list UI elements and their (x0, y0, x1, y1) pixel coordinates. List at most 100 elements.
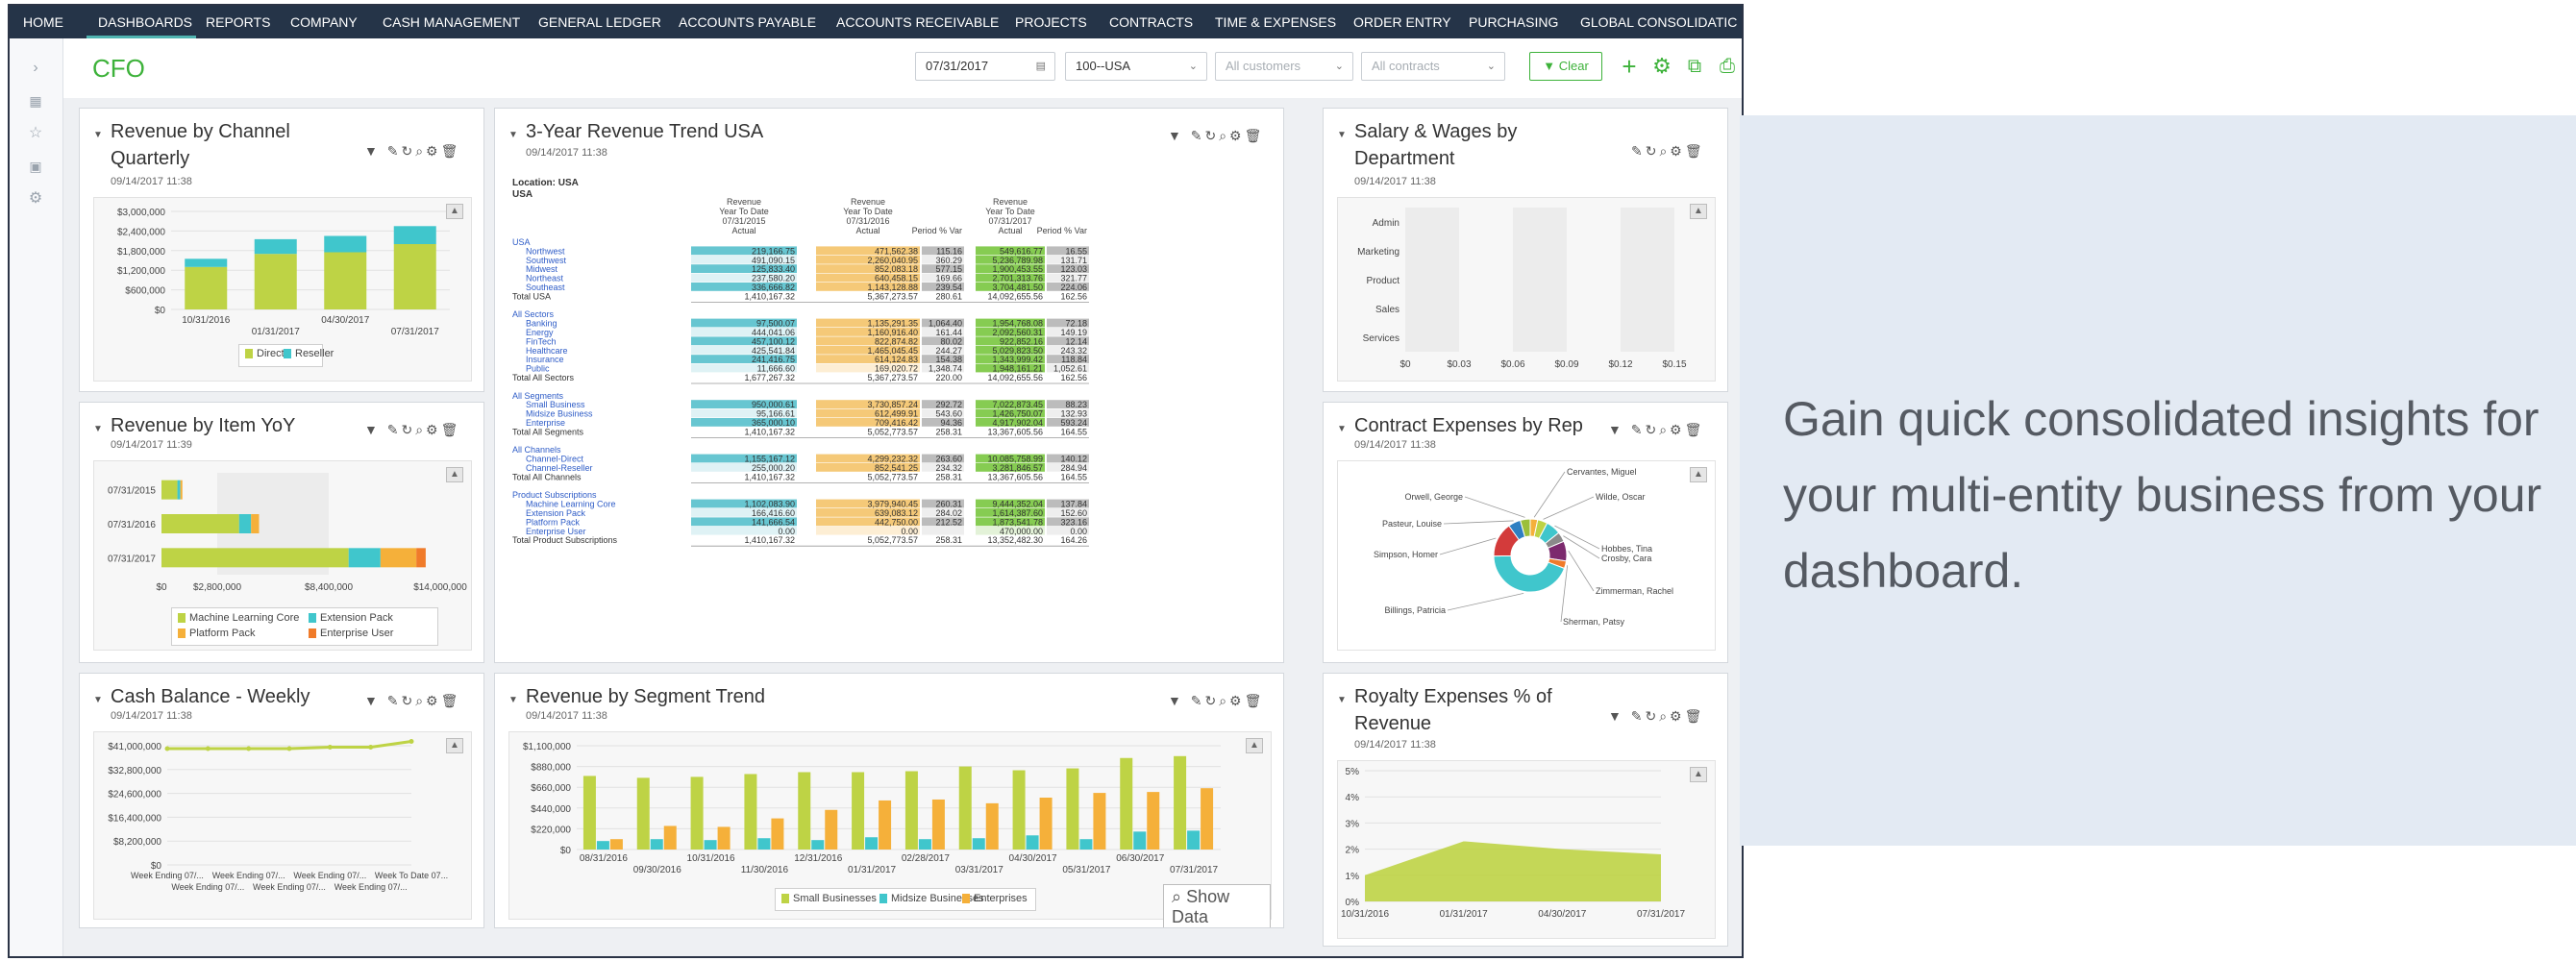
legend-label: Machine Learning Core (189, 612, 300, 624)
cell-value: 360.29 (935, 256, 962, 265)
cell-value: 442,750.00 (875, 517, 918, 527)
copy-icon[interactable]: ⧉ (1687, 56, 1702, 77)
cell-value: 323.16 (1060, 517, 1087, 527)
nav-order-entry[interactable]: ORDER ENTRY (1353, 14, 1451, 30)
search-icon: ⌕ (1172, 887, 1182, 906)
gear-icon[interactable]: ⚙ (1652, 54, 1672, 78)
panel-toolbar[interactable]: ▼ ✎↻⌕⚙🗑 (364, 422, 461, 437)
cell-value: 0.00 (1070, 527, 1087, 536)
column-header: 07/31/2017 (988, 216, 1031, 226)
legend-label: Enterprises (974, 893, 1028, 904)
bar-0 (690, 776, 704, 850)
cell-bg (922, 246, 964, 256)
y-tick-label: $660,000 (531, 783, 571, 794)
export-icon[interactable]: ▲ (446, 204, 463, 219)
nav-reports[interactable]: REPORTS (206, 14, 271, 30)
y-tick-label: 1% (1346, 872, 1360, 882)
panel-toolbar[interactable]: ▼ ✎↻⌕⚙🗑 (364, 143, 461, 159)
export-icon[interactable]: ▲ (1690, 767, 1707, 782)
leader-line (1443, 520, 1514, 525)
add-icon[interactable]: + (1622, 52, 1637, 81)
cell-bg (816, 526, 920, 535)
panel-timestamp: 09/14/2017 11:38 (1354, 176, 1436, 187)
legend-label: Midsize Businesses (891, 893, 984, 904)
export-icon[interactable]: ▲ (446, 467, 463, 482)
print-icon[interactable]: ⎙ (1720, 56, 1735, 77)
salary-chart: Admin Marketing Product Sales Services $0 $0.0… (1357, 208, 1687, 370)
x-tick-label: 03/31/2017 (955, 865, 1003, 875)
collapse-caret-icon[interactable]: ▼ (1337, 424, 1347, 434)
contracts-select[interactable]: All contracts ⌄ (1361, 52, 1505, 81)
export-icon[interactable]: ▲ (1246, 738, 1263, 753)
export-icon[interactable]: ▲ (446, 738, 463, 753)
entity-select[interactable]: 100--USA ⌄ (1065, 52, 1207, 81)
show-data-button[interactable]: ⌕ Show Data (1163, 884, 1271, 927)
panel-toolbar[interactable]: ▼ ✎↻⌕⚙🗑 (1608, 422, 1705, 437)
bar-direct (254, 254, 297, 309)
panel-toolbar[interactable]: ✎↻⌕⚙🗑 (1631, 143, 1705, 159)
slice-label: Wilde, Oscar (1596, 492, 1646, 502)
cell-bg (922, 363, 964, 373)
collapse-caret-icon[interactable]: ▼ (1337, 695, 1347, 705)
y-tick-label: $41,000,000 (108, 742, 161, 752)
cell-value: 1,426,750.07 (992, 409, 1043, 419)
star-icon[interactable]: ☆ (28, 125, 43, 141)
bar-2 (663, 825, 677, 850)
cell-value: 491,090.15 (752, 256, 795, 265)
panel-toolbar[interactable]: ▼ ✎↻⌕⚙🗑 (364, 693, 461, 708)
panel-toolbar[interactable]: ▼ ✎↻⌕⚙🗑 (1168, 693, 1265, 708)
cell-value: 1,954,768.08 (992, 319, 1043, 329)
collapse-caret-icon[interactable]: ▼ (1337, 130, 1347, 140)
calendar-icon[interactable]: ▤ (1035, 61, 1046, 72)
nav-time-expenses[interactable]: TIME & EXPENSES (1215, 14, 1337, 30)
collapse-caret-icon[interactable]: ▼ (508, 130, 518, 140)
cell-bg (922, 517, 964, 527)
customers-select[interactable]: All customers ⌄ (1215, 52, 1353, 81)
total-value: 258.31 (935, 427, 962, 436)
cell-bg (691, 264, 797, 273)
y-tick-label: $32,800,000 (108, 766, 161, 776)
total-label: Total All Channels (512, 472, 582, 481)
panel-toolbar[interactable]: ▼ ✎↻⌕⚙🗑 (1168, 128, 1265, 143)
bar-segment (180, 480, 183, 500)
y-tick-label: Sales (1375, 305, 1399, 315)
date-field[interactable]: 07/31/2017 ▤ (915, 52, 1055, 81)
collapse-caret-icon[interactable]: ▼ (93, 130, 103, 140)
nav-home[interactable]: HOME (23, 14, 63, 30)
nav-purchasing[interactable]: PURCHASING (1469, 14, 1559, 30)
cell-value: 457,100.12 (752, 336, 795, 346)
nav-company[interactable]: COMPANY (290, 14, 358, 30)
cell-value: 1,160,916.40 (867, 328, 918, 337)
clear-button[interactable]: ▼ Clear (1529, 52, 1602, 81)
data-point (409, 738, 414, 744)
row-label: Southeast (526, 283, 565, 292)
panel-salary-wages: ▼ Salary & Wages by Department 09/14/201… (1323, 108, 1728, 392)
panel-toolbar[interactable]: ▼ ✎↻⌕⚙🗑 (1608, 708, 1705, 724)
collapse-caret-icon[interactable]: ▼ (93, 424, 103, 434)
collapse-caret-icon[interactable]: ▼ (508, 695, 518, 705)
nav-cash-management[interactable]: CASH MANAGEMENT (383, 14, 521, 30)
gear-icon[interactable]: ⚙ (28, 190, 43, 207)
collapse-caret-icon[interactable]: ▼ (93, 695, 103, 705)
nav-accounts-receivable[interactable]: ACCOUNTS RECEIVABLE (836, 14, 1000, 30)
bar-1 (596, 841, 609, 850)
x-tick-label: $14,000,000 (413, 582, 467, 593)
nav-projects[interactable]: PROJECTS (1015, 14, 1087, 30)
total-value: 5,052,773.57 (867, 472, 918, 481)
nav-dashboards[interactable]: DASHBOARDS (87, 6, 196, 38)
export-icon[interactable]: ▲ (1690, 467, 1707, 482)
grid-icon[interactable]: ▦ (29, 93, 42, 109)
legend-swatch (781, 894, 789, 903)
export-icon[interactable]: ▲ (1690, 204, 1707, 219)
nav-general-ledger[interactable]: GENERAL LEDGER (538, 14, 661, 30)
nav-accounts-payable[interactable]: ACCOUNTS PAYABLE (679, 14, 817, 30)
nav-global-consolidations[interactable]: GLOBAL CONSOLIDATIC (1580, 14, 1738, 30)
bar-direct (393, 244, 436, 309)
nav-contracts[interactable]: CONTRACTS (1109, 14, 1194, 30)
chevron-right-icon[interactable]: › (33, 60, 38, 76)
bar-2 (879, 800, 892, 850)
monitor-icon[interactable]: ▣ (29, 159, 42, 174)
panel-title: Revenue by Segment Trend (526, 686, 766, 707)
cell-bg (816, 418, 920, 427)
